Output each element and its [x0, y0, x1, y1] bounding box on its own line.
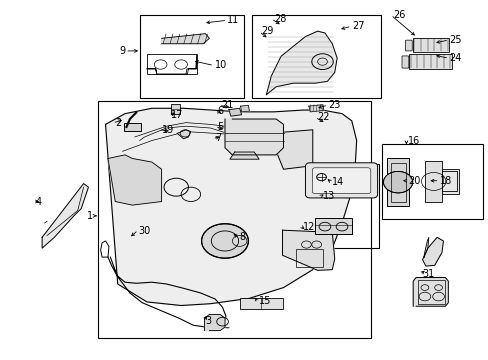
Text: 14: 14 [331, 177, 344, 187]
Polygon shape [42, 184, 88, 248]
Bar [123, 123, 141, 131]
Text: 7: 7 [215, 133, 221, 143]
Text: 9: 9 [119, 46, 125, 56]
FancyBboxPatch shape [312, 168, 370, 194]
FancyBboxPatch shape [401, 56, 408, 68]
Text: 5: 5 [217, 122, 224, 132]
Text: 10: 10 [215, 60, 227, 70]
Text: 26: 26 [392, 10, 405, 20]
Text: 22: 22 [317, 112, 329, 122]
Text: 1: 1 [87, 211, 93, 221]
Text: 8: 8 [239, 232, 245, 242]
Text: 21: 21 [221, 100, 233, 110]
Text: 4: 4 [36, 197, 42, 207]
Bar [140, 15, 244, 98]
Polygon shape [412, 278, 447, 306]
Text: 29: 29 [261, 26, 273, 36]
Polygon shape [422, 237, 443, 266]
Text: 13: 13 [322, 191, 334, 201]
Text: 16: 16 [407, 136, 419, 145]
Polygon shape [108, 155, 161, 205]
Polygon shape [224, 119, 283, 155]
Text: 18: 18 [439, 176, 451, 186]
Text: 15: 15 [259, 296, 271, 306]
Bar [386, 158, 408, 206]
Polygon shape [228, 108, 241, 116]
Bar [171, 104, 180, 114]
Text: 31: 31 [422, 269, 434, 279]
Bar [239, 298, 282, 309]
Polygon shape [423, 237, 428, 257]
Bar [381, 144, 483, 220]
Bar [424, 161, 441, 202]
Circle shape [201, 224, 248, 258]
Text: 6: 6 [217, 106, 224, 116]
Text: 24: 24 [448, 53, 461, 63]
Polygon shape [308, 105, 324, 112]
Polygon shape [161, 34, 209, 44]
Text: 20: 20 [407, 176, 419, 186]
Polygon shape [177, 130, 190, 139]
Bar [315, 218, 351, 234]
Text: 28: 28 [273, 14, 285, 24]
Text: 23: 23 [328, 100, 340, 110]
Text: 19: 19 [161, 125, 174, 135]
Text: 25: 25 [448, 35, 461, 45]
Bar [251, 15, 380, 98]
Text: 2: 2 [115, 118, 122, 128]
Polygon shape [229, 152, 259, 159]
Polygon shape [204, 315, 224, 330]
Polygon shape [105, 108, 356, 306]
Bar [147, 54, 196, 74]
Polygon shape [240, 105, 249, 112]
FancyBboxPatch shape [305, 163, 377, 198]
Polygon shape [266, 31, 336, 95]
Circle shape [383, 171, 412, 193]
Text: 30: 30 [139, 226, 151, 236]
Bar [307, 164, 378, 248]
Bar [98, 101, 370, 338]
Text: 11: 11 [227, 15, 239, 26]
Bar [390, 163, 406, 202]
Bar [417, 280, 445, 304]
FancyBboxPatch shape [405, 40, 411, 51]
Text: 3: 3 [205, 316, 211, 325]
Text: 17: 17 [171, 111, 183, 121]
Text: 12: 12 [303, 222, 315, 231]
Bar [441, 169, 458, 194]
Bar [295, 249, 322, 267]
Polygon shape [268, 130, 312, 169]
Polygon shape [282, 230, 334, 270]
Bar [408, 54, 451, 69]
Bar [412, 39, 448, 51]
Text: 27: 27 [351, 21, 364, 31]
